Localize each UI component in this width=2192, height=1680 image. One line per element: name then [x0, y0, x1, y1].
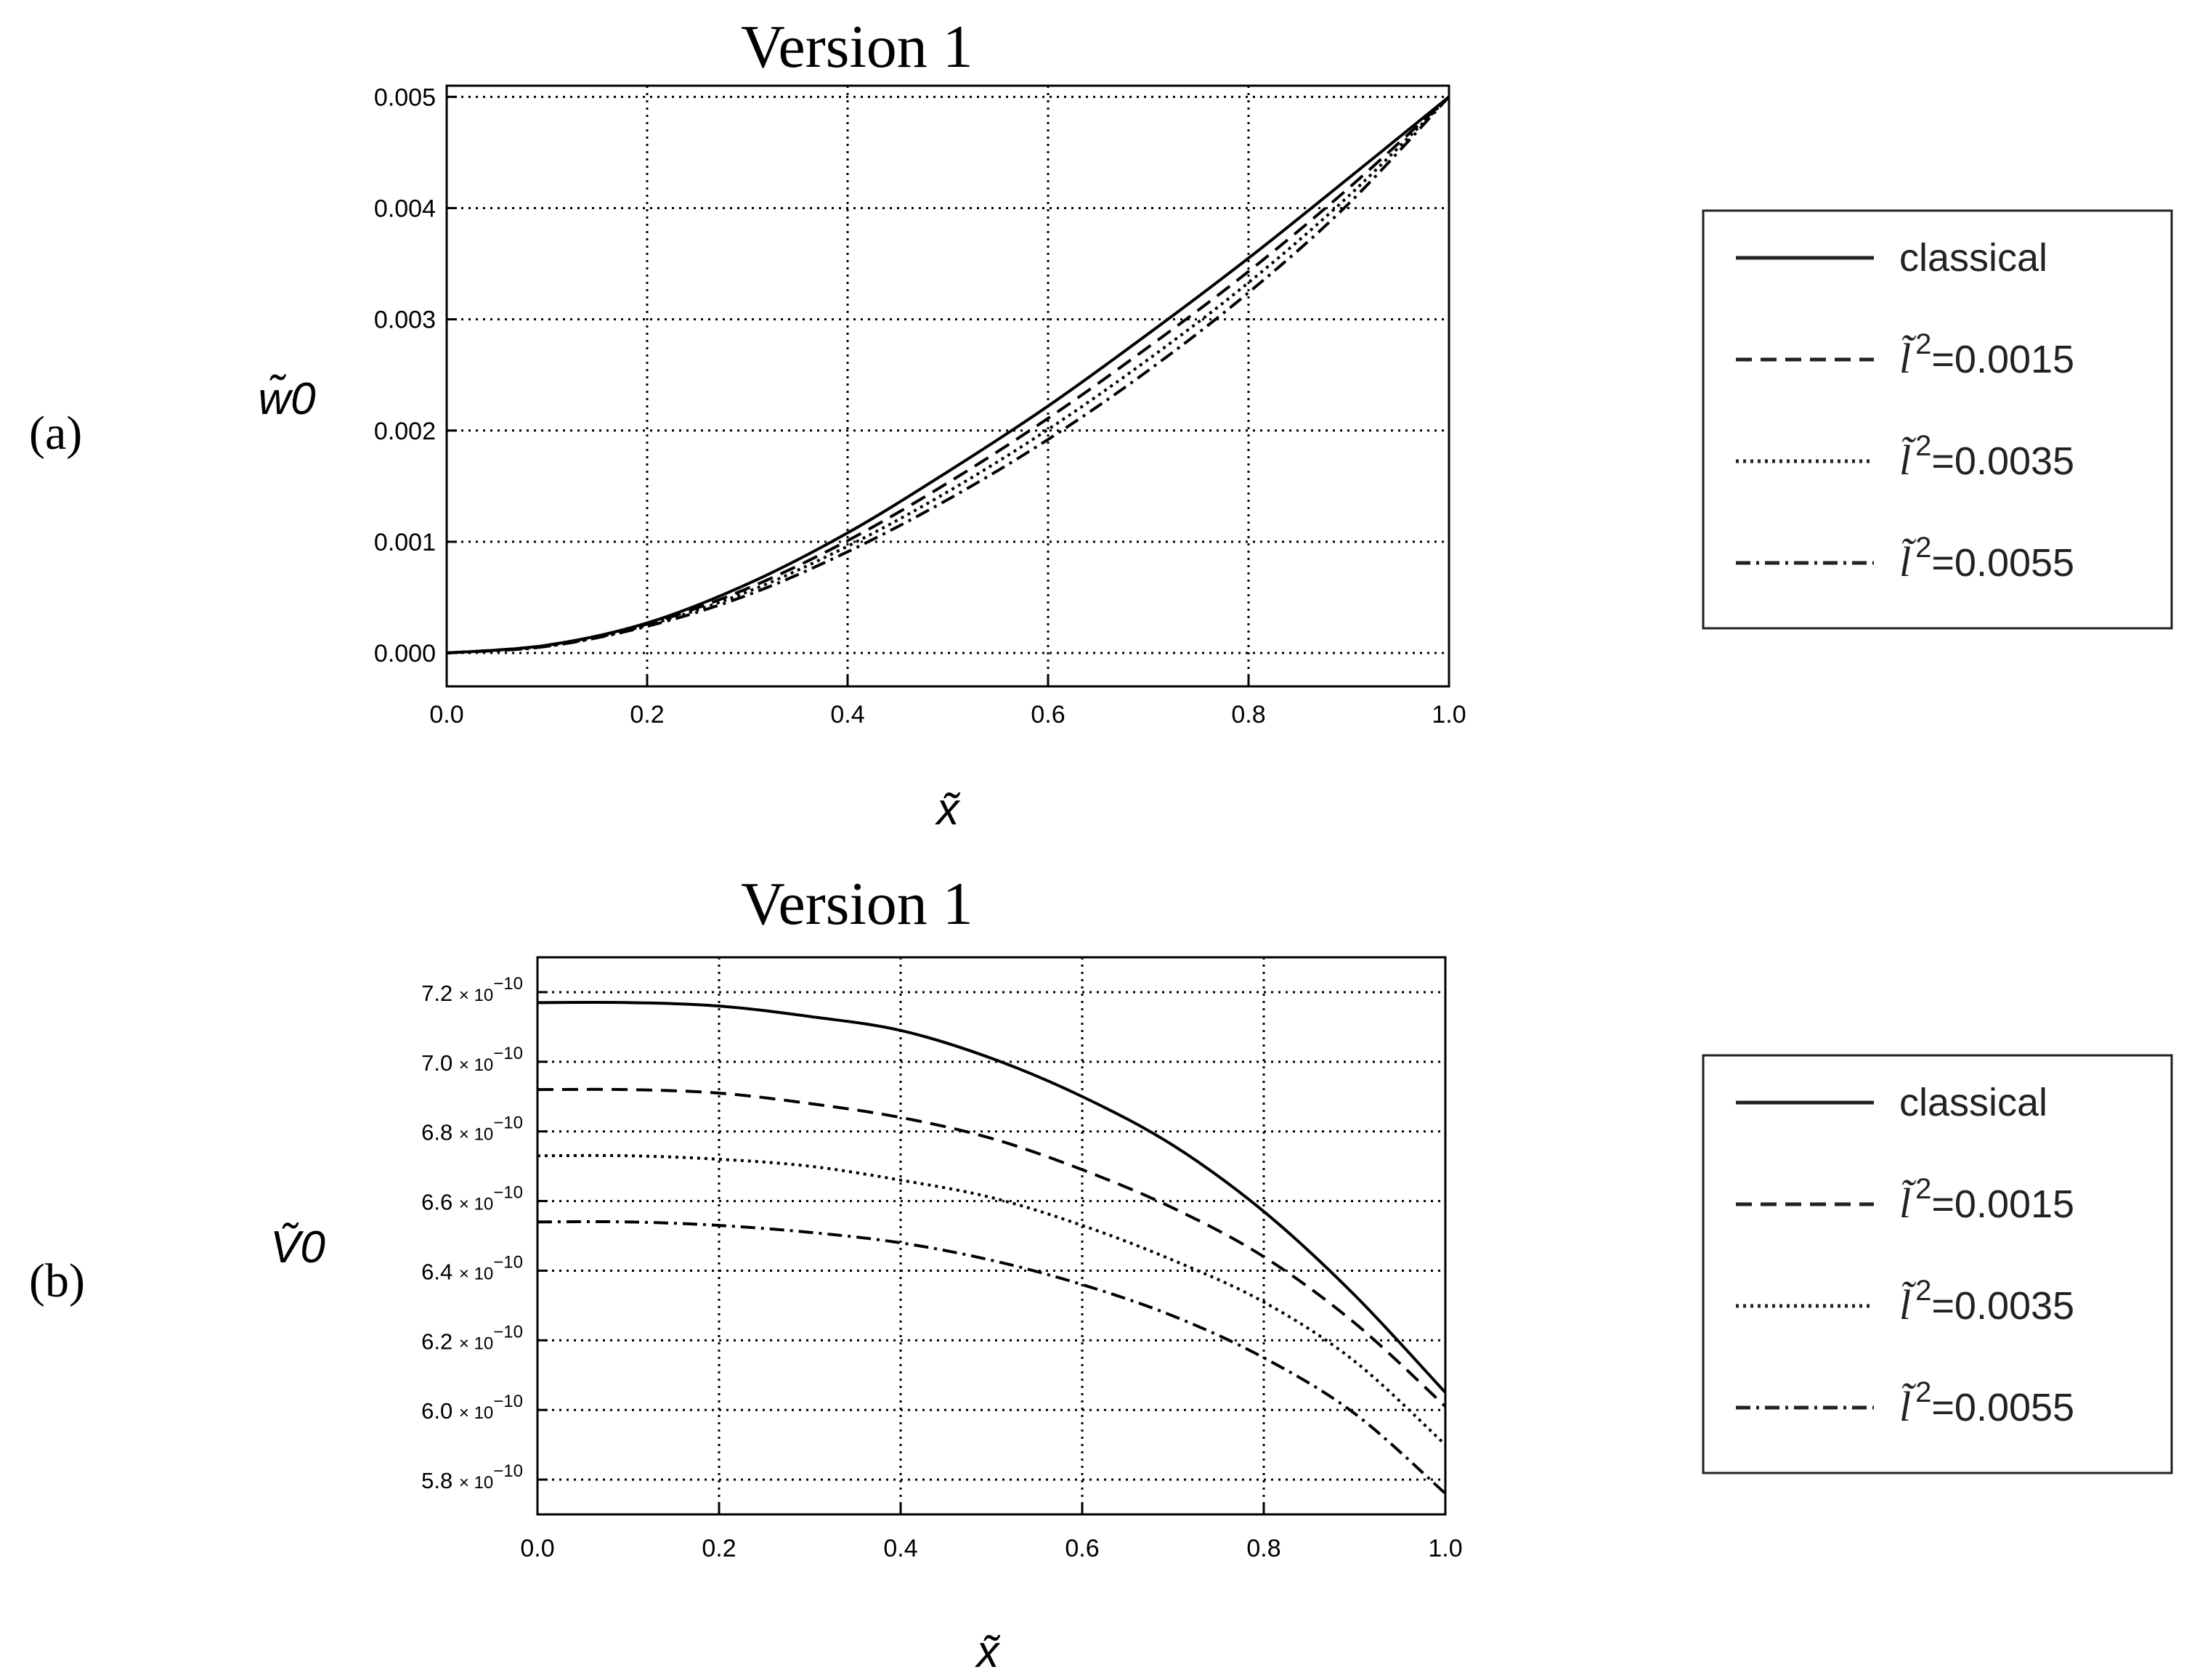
y-tick-label: 0.003 — [374, 307, 436, 334]
legend-box — [1702, 209, 2173, 630]
x-tick-label: 0.6 — [1065, 1535, 1099, 1562]
x-tick-label: 0.8 — [1231, 701, 1265, 729]
y-tick-label: 6.6 × 10−10 — [421, 1183, 523, 1215]
y-tick-label: 6.0 × 10−10 — [421, 1392, 523, 1424]
y-axis-label-b: Ṽ0 — [270, 1222, 325, 1273]
x-tick-label: 0.4 — [830, 701, 864, 729]
series-line-dashed — [446, 95, 1450, 655]
legend-box — [1702, 1054, 2173, 1474]
y-tick-label: 6.4 × 10−10 — [421, 1252, 523, 1284]
x-tick-label: 1.0 — [1428, 1535, 1462, 1562]
panel-a: (a) Version 1 0.0 0.2 0.4 0.6 0.8 1.00.0000.0… — [29, 13, 2173, 835]
panel-b: (b) Version 1 0.0 0.2 0.4 0.6 0.8 1.0 5.8 × 10… — [29, 870, 2173, 1677]
series-line-dashdot — [446, 95, 1450, 655]
y-tick-label: 6.2 × 10−10 — [421, 1322, 523, 1354]
y-tick-label: 0.002 — [374, 418, 436, 445]
y-tick-label: 0.001 — [374, 529, 436, 556]
y-tick-label: 5.8 × 10−10 — [421, 1461, 523, 1493]
series-line-dotted — [446, 95, 1450, 655]
series-line-dashdot — [537, 1220, 1447, 1495]
x-tick-label: 0.2 — [630, 701, 664, 729]
y-tick-label: 0.000 — [374, 640, 436, 667]
legend-label: l̃ 2=0.0015 — [1899, 1173, 2074, 1227]
x-tick-label: 0.6 — [1031, 701, 1065, 729]
y-tick-label: 6.8 × 10−10 — [421, 1113, 523, 1145]
legend-label: classical — [1899, 236, 2047, 280]
x-tick-label: 0.8 — [1246, 1535, 1280, 1562]
legend-label: l̃ 2=0.0035 — [1899, 430, 2074, 484]
x-axis-label-b: x̃ — [975, 1627, 1001, 1677]
panel-label-b: (b) — [29, 1254, 85, 1307]
series-line-dashed — [537, 1087, 1447, 1408]
y-tick-label: 0.005 — [374, 84, 436, 111]
plot-area-b: 0.0 0.2 0.4 0.6 0.8 1.0 5.8 × 10−10 6.0 × 10−10… — [421, 956, 1463, 1562]
y-axis-label-a: w̃0 — [258, 374, 315, 424]
chart-title-a: Version 1 — [741, 13, 973, 81]
y-tick-label: 0.004 — [374, 195, 436, 222]
x-tick-label: 0.2 — [702, 1535, 736, 1562]
x-tick-label: 0.4 — [883, 1535, 917, 1562]
y-tick-label: 7.0 × 10−10 — [421, 1044, 523, 1076]
plot-area-a: 0.0 0.2 0.4 0.6 0.8 1.0 0.000 0.001 0.002 0.003 0.… — [374, 84, 1466, 729]
x-axis-label-a: x̃ — [935, 784, 961, 835]
plot-frame — [445, 84, 1450, 688]
x-tick-label: 0.0 — [520, 1535, 554, 1562]
series-line-dotted — [537, 1153, 1447, 1446]
series-line-solid — [537, 1000, 1447, 1394]
panel-label-a: (a) — [29, 407, 82, 460]
series-line-solid — [446, 95, 1450, 655]
plot-frame — [536, 956, 1447, 1516]
x-tick-label: 0.0 — [429, 701, 463, 729]
x-tick-label: 1.0 — [1432, 701, 1466, 729]
legend-label: l̃ 2=0.0055 — [1899, 1376, 2074, 1430]
chart-title-b: Version 1 — [741, 870, 973, 938]
legend-label: l̃ 2=0.0015 — [1899, 328, 2074, 382]
y-tick-label: 7.2 × 10−10 — [421, 974, 523, 1006]
legend-label: classical — [1899, 1081, 2047, 1124]
